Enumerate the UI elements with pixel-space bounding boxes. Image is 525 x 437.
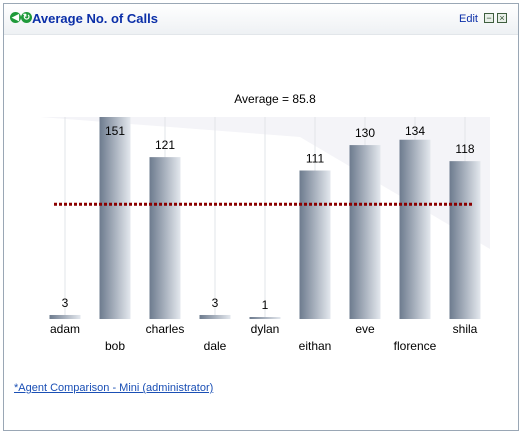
value-label-eve: 130 — [355, 126, 375, 140]
value-label-adam: 3 — [62, 296, 69, 310]
widget-titlebar: ◀ ↻ Average No. of Calls Edit − × — [4, 4, 518, 35]
green-back-arrow-icon[interactable]: ◀ — [10, 12, 21, 23]
chart-area: Average = 85.8 3 adam 151 bob 121 charles 3 dale… — [4, 34, 518, 364]
chart-title: Average = 85.8 — [234, 92, 316, 106]
value-label-eithan: 111 — [306, 152, 325, 166]
bar-eve — [349, 145, 381, 319]
value-label-dylan: 1 — [262, 298, 269, 312]
bar-florence — [399, 139, 431, 319]
category-label-eithan: eithan — [299, 339, 332, 353]
bar-dale — [199, 314, 231, 319]
edit-link[interactable]: Edit — [459, 13, 478, 25]
minimize-button[interactable]: − — [484, 13, 494, 23]
value-label-charles: 121 — [155, 138, 175, 152]
bar-eithan — [299, 170, 331, 319]
bar-charles — [149, 157, 181, 319]
bar-dylan — [249, 317, 281, 319]
value-label-shila: 118 — [455, 142, 474, 156]
agent-comparison-link[interactable]: *Agent Comparison - Mini (administrator) — [14, 382, 214, 394]
widget-title: Average No. of Calls — [32, 11, 158, 26]
category-label-shila: shila — [453, 322, 478, 336]
category-label-dale: dale — [204, 339, 227, 353]
bar-shila — [449, 161, 481, 319]
category-label-adam: adam — [50, 322, 80, 336]
category-label-dylan: dylan — [251, 322, 280, 336]
bar-chart: Average = 85.8 3 adam 151 bob 121 charles 3 dale… — [40, 92, 490, 353]
category-label-charles: charles — [146, 322, 185, 336]
category-label-eve: eve — [355, 322, 375, 336]
category-label-florence: florence — [394, 339, 437, 353]
bar-adam — [49, 314, 81, 319]
value-label-florence: 134 — [405, 124, 425, 138]
category-label-bob: bob — [105, 339, 125, 353]
agent-calls-widget: ◀ ↻ Average No. of Calls Edit − × Averag… — [3, 3, 519, 431]
value-label-dale: 3 — [212, 296, 219, 310]
value-label-bob: 151 — [105, 124, 125, 138]
bar-bob — [99, 117, 131, 319]
green-refresh-icon[interactable]: ↻ — [21, 12, 32, 23]
close-button[interactable]: × — [497, 13, 507, 23]
